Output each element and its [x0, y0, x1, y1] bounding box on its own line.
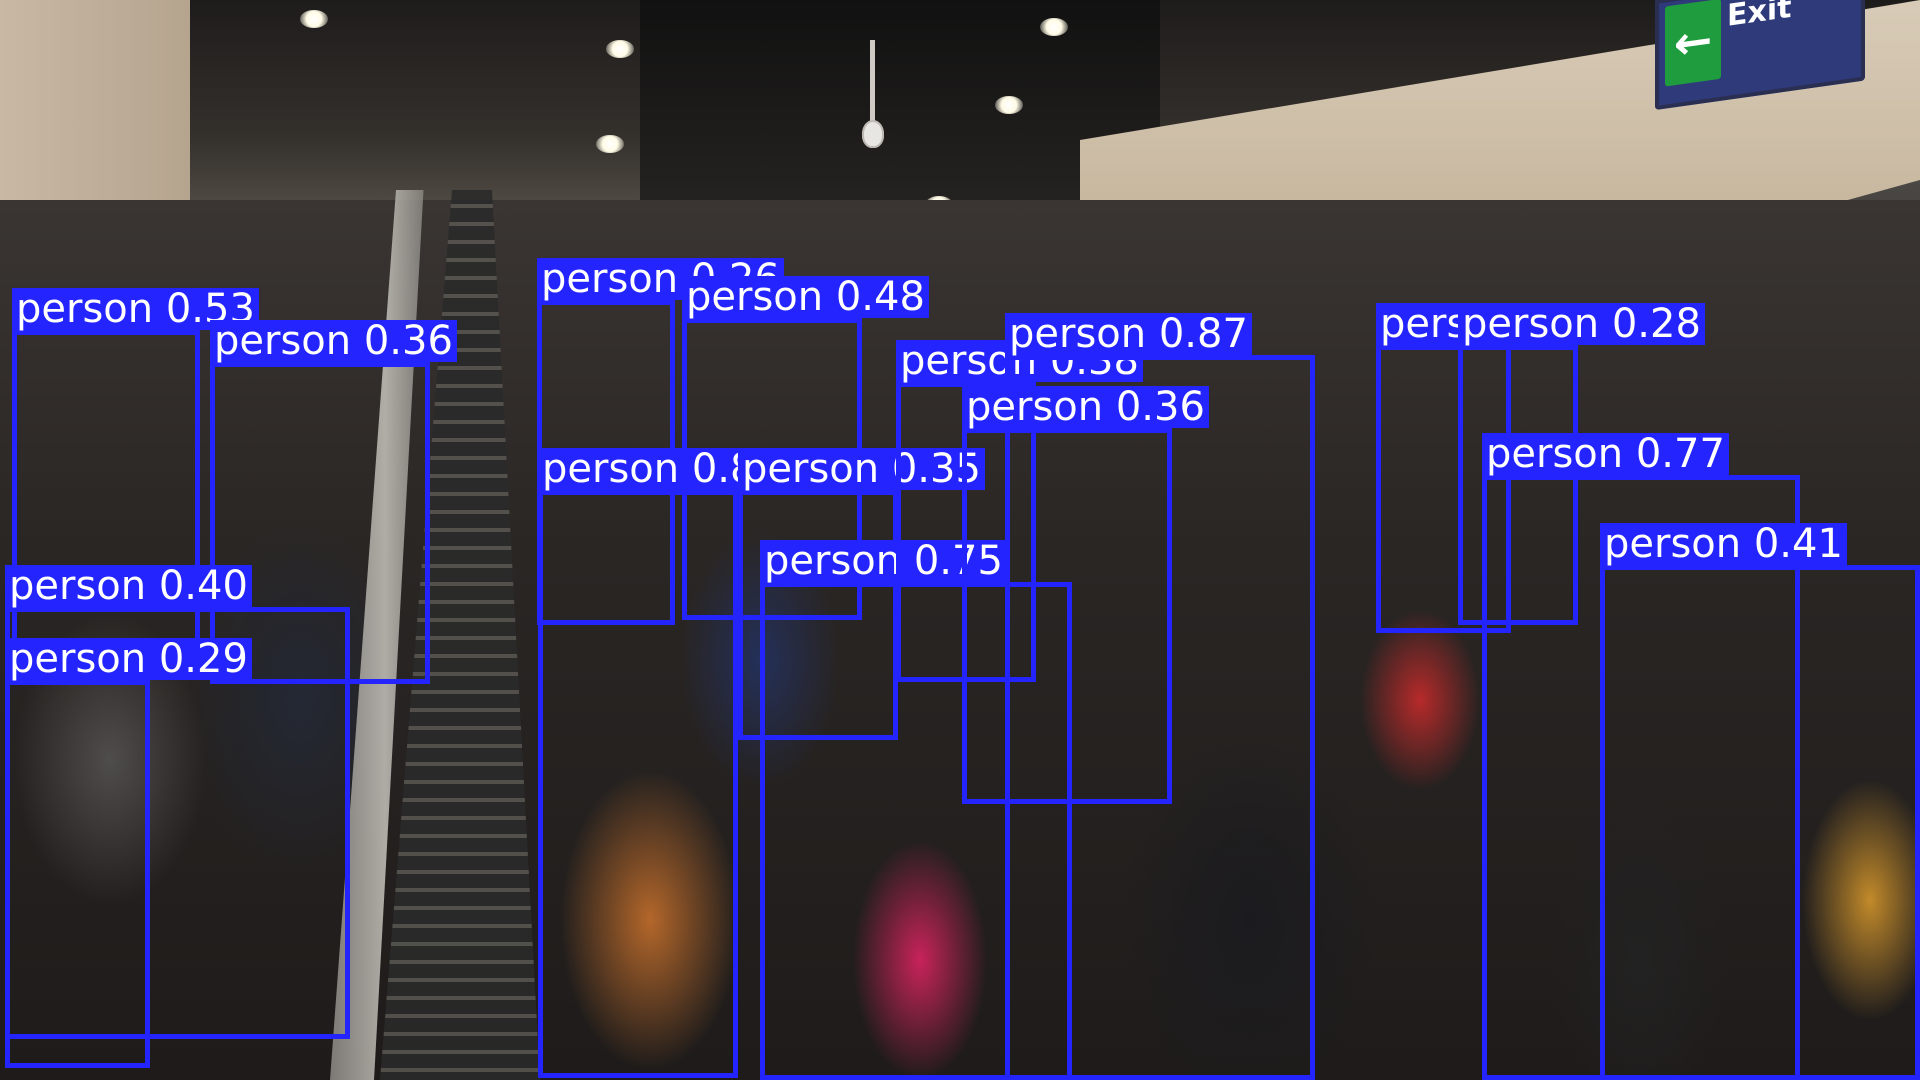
detection-box: [1458, 345, 1578, 625]
left-arrow-icon: ←: [1665, 0, 1721, 87]
detection-label: person 0.28: [1458, 303, 1705, 345]
detection-box: [1376, 345, 1511, 633]
detection-label: person 0.77: [1482, 433, 1729, 475]
detection-label: person 0.53: [12, 288, 259, 330]
ceiling-light: [596, 135, 624, 153]
ceiling-light: [995, 96, 1023, 114]
detection-label: person 0.36: [962, 386, 1209, 428]
ceiling-light: [1040, 18, 1068, 36]
detection-box: [738, 490, 898, 740]
detection-box: [962, 428, 1172, 804]
detection-label: person 0.41: [1600, 523, 1847, 565]
detection-label: person 0.35: [738, 448, 985, 490]
ceiling-panel: [640, 0, 1160, 220]
ceiling-light: [300, 10, 328, 28]
detection-box: [538, 490, 738, 1078]
detection-label: person 0.87: [1005, 313, 1252, 355]
camera-mount: [870, 40, 875, 122]
detection-box: [1005, 355, 1315, 1080]
detection-box: [5, 680, 150, 1068]
detection-label: person 0.29: [5, 638, 252, 680]
detection-label: person 0.36: [210, 320, 457, 362]
detection-box: [210, 362, 430, 684]
detection-label: person 0.48: [682, 276, 929, 318]
exit-sign-text: Exit: [1727, 0, 1792, 34]
ceiling-light: [606, 40, 634, 58]
detection-box: [760, 582, 1072, 1080]
detection-label: person 0.40: [5, 565, 252, 607]
detection-box: [1600, 565, 1920, 1080]
security-camera-icon: [862, 120, 884, 148]
